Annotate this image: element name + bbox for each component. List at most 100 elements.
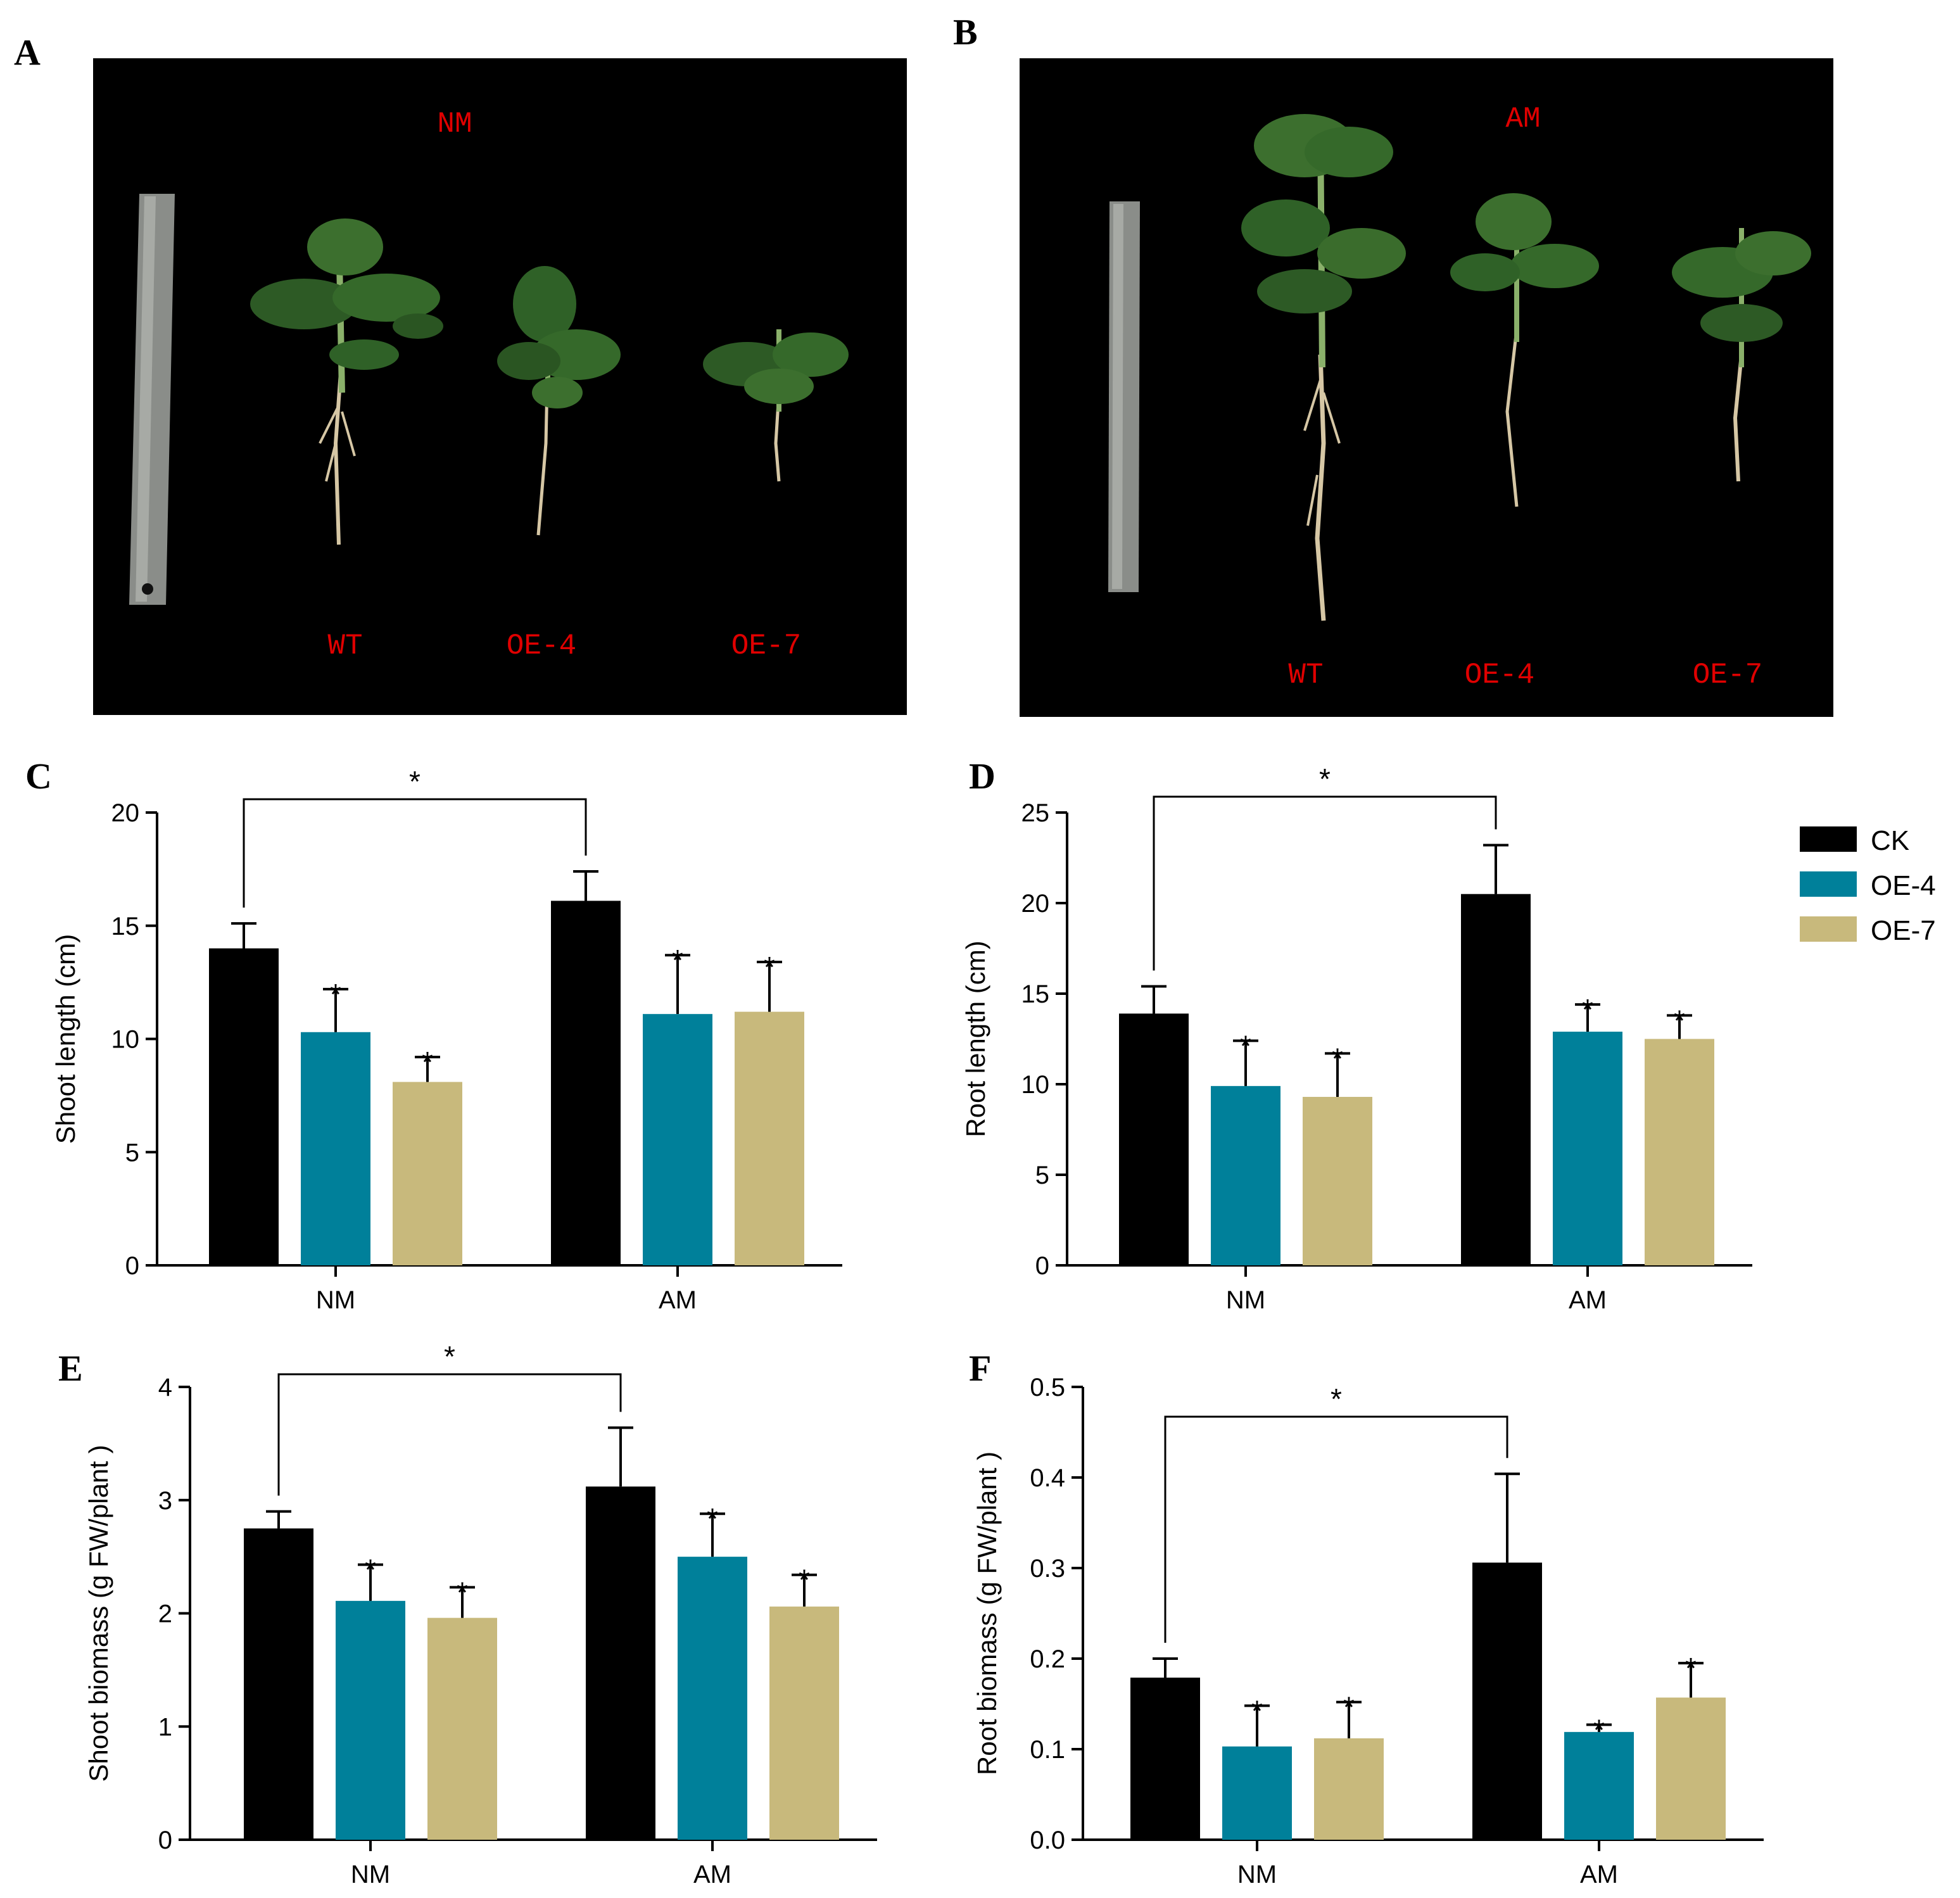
y-tick-label: 0.0: [1030, 1826, 1065, 1854]
x-tick-label-nm: NM: [351, 1861, 390, 1889]
legend-swatch-oe-7: [1800, 916, 1857, 942]
significance-star: *: [799, 1564, 810, 1597]
bar-ck-am: [1461, 894, 1531, 1265]
legend-label-ck: CK: [1871, 825, 1909, 856]
photo-panel-a: A NM: [14, 32, 907, 715]
y-tick-label: 1: [158, 1713, 172, 1741]
bar-oe-7-nm: [393, 1082, 462, 1265]
plant-label-wt: WT: [1288, 659, 1323, 692]
y-axis-label: Shoot biomass (g FW/plant ): [84, 1445, 113, 1781]
plant-label-oe-7: OE-7: [1693, 659, 1762, 692]
legend-swatch-oe-4: [1800, 871, 1857, 897]
bar-ck-am: [1472, 1562, 1542, 1840]
bar-oe-7-am: [1656, 1697, 1726, 1840]
bar-ck-nm: [1130, 1678, 1200, 1840]
x-tick-label-am: AM: [659, 1286, 697, 1314]
significance-star: *: [764, 951, 775, 984]
photo-condition-label: AM: [1505, 103, 1540, 136]
bar-oe-4-am: [678, 1557, 747, 1840]
significance-star: *: [1674, 1004, 1685, 1037]
ruler-image: [129, 194, 175, 605]
plant-image-wt: [1241, 114, 1406, 621]
significance-star: *: [457, 1576, 468, 1609]
panel-letter-e: E: [58, 1348, 83, 1389]
bar-oe-7-nm: [1303, 1097, 1372, 1265]
bar-oe-4-nm: [1222, 1746, 1292, 1840]
y-tick-label: 0: [158, 1826, 172, 1854]
significance-bracket: [1164, 1415, 1508, 1643]
significance-star: *: [1593, 1713, 1605, 1746]
y-tick-label: 0.4: [1030, 1464, 1065, 1492]
y-tick-label: 10: [1021, 1071, 1050, 1099]
panel-letter-c: C: [25, 756, 52, 797]
bracket-star: *: [1331, 1382, 1342, 1415]
bar-oe-4-am: [643, 1014, 712, 1265]
y-tick-label: 4: [158, 1374, 172, 1401]
bar-ck-am: [551, 901, 621, 1265]
y-tick-label: 0.1: [1030, 1736, 1065, 1764]
plant-image-oe-7: [1672, 228, 1811, 482]
significance-star: *: [1582, 993, 1593, 1026]
y-tick-label: 15: [111, 913, 140, 940]
significance-star: *: [707, 1502, 718, 1535]
photo-condition-label: NM: [437, 108, 472, 141]
plant-image-oe-4: [1450, 193, 1599, 507]
y-tick-label: 0.5: [1030, 1374, 1065, 1401]
photo-panel-b: B AM: [953, 11, 1833, 717]
ruler-image: [1108, 201, 1140, 592]
plant-label-oe-4: OE-4: [507, 630, 576, 662]
significance-star: *: [672, 944, 683, 977]
y-tick-label: 0: [1035, 1252, 1049, 1280]
y-tick-label: 20: [1021, 890, 1050, 918]
y-tick-label: 0.2: [1030, 1645, 1065, 1673]
bar-oe-7-am: [769, 1606, 839, 1840]
plant-image-wt: [250, 218, 443, 545]
chart-panel-e: E 0 1 2 3 4 Shoot biomass (g FW/plant ) * * NM * * A…: [58, 1340, 877, 1889]
bracket-star: *: [444, 1340, 455, 1373]
x-tick-label-am: AM: [693, 1861, 731, 1889]
legend-label-oe-7: OE-7: [1871, 915, 1936, 946]
significance-bracket: [277, 1373, 622, 1496]
y-tick-label: 5: [125, 1139, 139, 1167]
y-axis-label: Root length (cm): [961, 940, 990, 1137]
y-tick-label: 15: [1021, 980, 1050, 1008]
significance-star: *: [1240, 1029, 1251, 1062]
y-tick-label: 0: [125, 1252, 139, 1280]
bar-oe-4-nm: [1211, 1085, 1280, 1265]
x-tick-label-nm: NM: [1226, 1286, 1265, 1314]
chart-panel-f: F 0.0 0.1 0.2 0.3 0.4 0.5 Root biomass (g FW/pl…: [969, 1348, 1764, 1889]
bracket-star: *: [1319, 762, 1331, 795]
significance-bracket: [243, 798, 587, 908]
significance-star: *: [1685, 1652, 1697, 1685]
chart-panel-c: C 0 5 10 15 20 Shoot length (cm) * * NM * * AM *: [25, 756, 842, 1314]
plant-image-oe-7: [703, 329, 849, 482]
significance-star: *: [1343, 1691, 1355, 1724]
plant-label-wt: WT: [327, 630, 362, 662]
bar-oe-7-nm: [1314, 1738, 1384, 1840]
panel-letter-b: B: [953, 11, 978, 53]
y-tick-label: 2: [158, 1600, 172, 1628]
photo-background: [1020, 58, 1833, 717]
bar-ck-nm: [209, 948, 279, 1265]
significance-star: *: [1332, 1042, 1343, 1075]
plant-label-oe-4: OE-4: [1465, 659, 1534, 692]
y-axis-label: Root biomass (g FW/plant ): [972, 1452, 1002, 1775]
bar-oe-4-nm: [336, 1600, 405, 1840]
significance-bracket: [1153, 795, 1497, 971]
bar-oe-7-nm: [427, 1617, 497, 1840]
x-tick-label-am: AM: [1569, 1286, 1607, 1314]
bar-ck-nm: [244, 1528, 313, 1840]
y-tick-label: 3: [158, 1487, 172, 1515]
legend-swatch-ck: [1800, 826, 1857, 852]
panel-letter-a: A: [14, 32, 41, 73]
bar-oe-4-am: [1564, 1731, 1634, 1840]
bar-oe-7-am: [735, 1011, 804, 1265]
bar-oe-4-am: [1553, 1032, 1622, 1265]
bar-ck-nm: [1119, 1013, 1189, 1265]
y-axis-label: Shoot length (cm): [51, 934, 80, 1144]
significance-star: *: [422, 1046, 433, 1079]
significance-star: *: [1251, 1694, 1263, 1727]
x-tick-label-nm: NM: [1237, 1861, 1277, 1889]
